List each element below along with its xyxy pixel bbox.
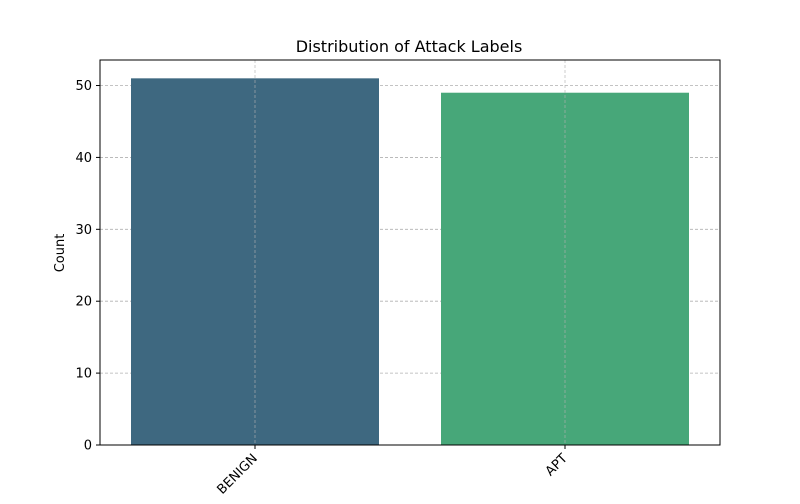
vertical-grid-lines [254,60,566,445]
x-tick-label: BENIGN [215,451,261,497]
y-tick-label: 50 [75,79,92,94]
y-tick-label: 40 [75,151,92,166]
y-tick-label: 20 [75,295,92,310]
y-tick-label: 30 [75,223,92,238]
x-tick-label: APT [543,451,571,479]
y-axis-label: Count [53,234,68,273]
x-axis-ticks: BENIGN APT [215,445,571,498]
plot-frame [99,59,721,446]
bars [131,78,689,446]
y-tick-label: 0 [84,439,92,454]
y-tick-label: 10 [75,367,92,382]
chart-title: Distribution of Attack Labels [296,37,523,56]
y-axis-ticks: 0 10 20 30 40 50 [75,79,100,454]
